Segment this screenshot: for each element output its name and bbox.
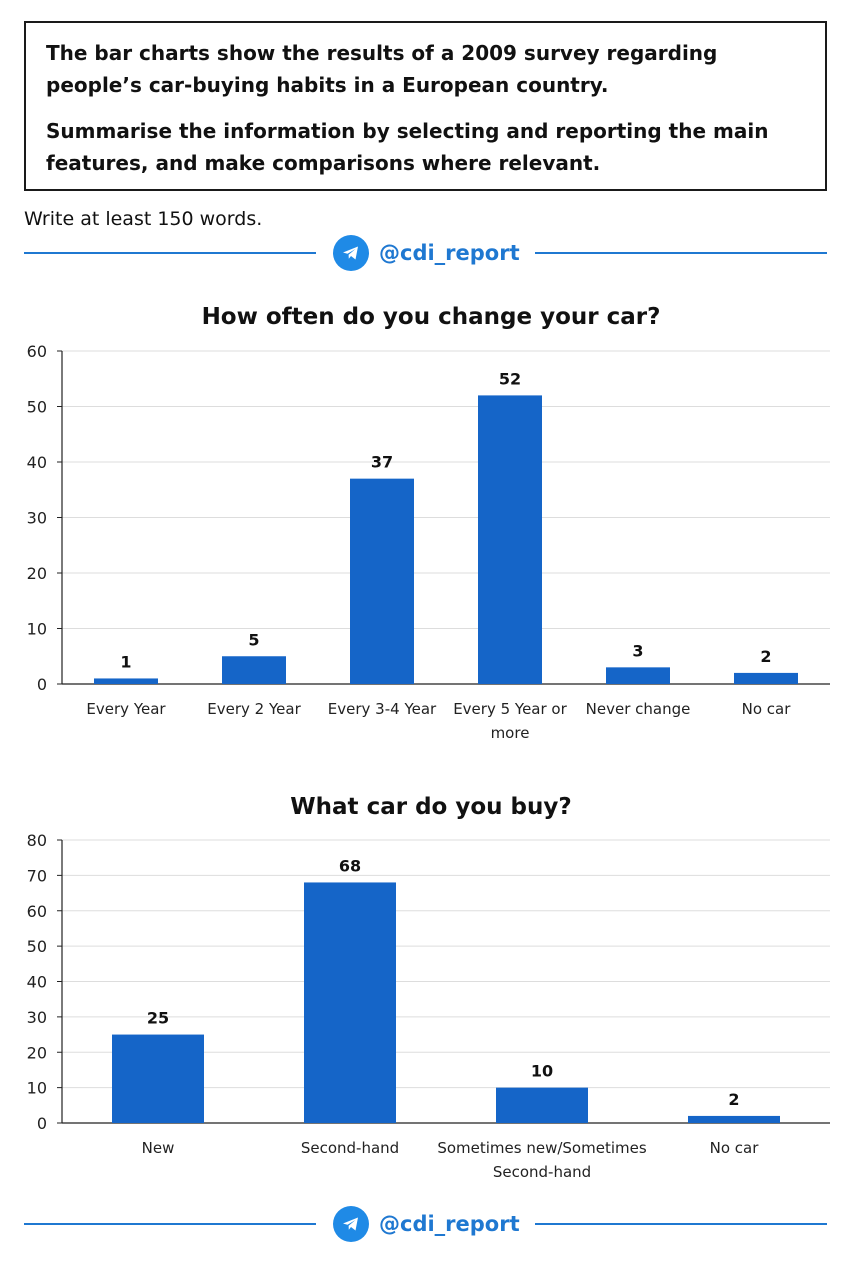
y-tick-label: 40 bbox=[27, 973, 47, 992]
y-tick-label: 80 bbox=[27, 831, 47, 850]
bar-value-label: 3 bbox=[632, 641, 643, 660]
bar-value-label: 10 bbox=[531, 1062, 553, 1081]
y-tick-label: 50 bbox=[27, 937, 47, 956]
bar bbox=[496, 1087, 588, 1123]
y-tick-label: 10 bbox=[27, 620, 47, 639]
x-tick-label: New bbox=[142, 1139, 175, 1157]
bar bbox=[112, 1034, 204, 1123]
bar bbox=[304, 882, 396, 1123]
bar bbox=[94, 678, 158, 684]
x-axis-labels: Every Year Every 2 Year Every 3-4 Year Ever… bbox=[86, 700, 791, 742]
y-tick-label: 70 bbox=[27, 866, 47, 885]
bar-value-label: 37 bbox=[371, 453, 393, 472]
bar-value-label: 52 bbox=[499, 369, 521, 388]
chart-title: How often do you change your car? bbox=[202, 304, 661, 330]
telegram-icon bbox=[333, 1206, 369, 1242]
word-count-instruction: Write at least 150 words. bbox=[24, 208, 263, 230]
y-axis-ticks: 0 10 20 30 40 50 60 bbox=[27, 342, 62, 694]
x-tick-label: Every 3-4 Year bbox=[328, 700, 437, 718]
bar-value-label: 68 bbox=[339, 856, 361, 875]
y-axis-ticks: 0 10 20 30 40 50 60 70 80 bbox=[27, 831, 62, 1133]
y-tick-label: 60 bbox=[27, 342, 47, 361]
x-tick-label: more bbox=[491, 724, 530, 742]
x-tick-label: Second-hand bbox=[493, 1163, 591, 1181]
telegram-icon bbox=[333, 235, 369, 271]
bar-value-label: 2 bbox=[760, 647, 771, 666]
bar bbox=[688, 1115, 780, 1123]
x-tick-label: Every 5 Year or bbox=[453, 700, 567, 718]
divider-line-left bbox=[24, 1223, 316, 1225]
bar bbox=[606, 667, 670, 684]
channel-handle: @cdi_report bbox=[379, 1212, 520, 1236]
chart-title: What car do you buy? bbox=[290, 794, 571, 820]
y-tick-label: 0 bbox=[37, 675, 47, 694]
x-tick-label: Second-hand bbox=[301, 1139, 399, 1157]
channel-badge[interactable]: @cdi_report bbox=[333, 235, 520, 271]
bars bbox=[94, 395, 798, 684]
y-tick-label: 40 bbox=[27, 453, 47, 472]
bar-chart-change-frequency: How often do you change your car? 0 10 20 3… bbox=[27, 304, 830, 742]
task-prompt-box: The bar charts show the results of a 200… bbox=[24, 21, 827, 191]
bar bbox=[478, 395, 542, 684]
x-tick-label: Every 2 Year bbox=[207, 700, 301, 718]
prompt-paragraph-2: Summarise the information by selecting a… bbox=[46, 119, 769, 175]
prompt-paragraph-1: The bar charts show the results of a 200… bbox=[46, 41, 718, 97]
divider-line-right bbox=[535, 252, 827, 254]
x-tick-label: Every Year bbox=[86, 700, 166, 718]
bar bbox=[222, 656, 286, 684]
x-tick-label: Never change bbox=[586, 700, 691, 718]
bar-value-label: 1 bbox=[120, 652, 131, 671]
data-labels: 1 5 37 52 3 2 bbox=[120, 369, 771, 671]
y-tick-label: 50 bbox=[27, 398, 47, 417]
x-tick-label: Sometimes new/Sometimes bbox=[437, 1139, 646, 1157]
x-tick-label: No car bbox=[742, 700, 792, 718]
channel-divider-top: @cdi_report bbox=[24, 233, 827, 273]
bar-value-label: 2 bbox=[728, 1090, 739, 1109]
y-tick-label: 0 bbox=[37, 1114, 47, 1133]
y-tick-label: 60 bbox=[27, 902, 47, 921]
channel-badge[interactable]: @cdi_report bbox=[333, 1206, 520, 1242]
bar bbox=[734, 672, 798, 684]
y-tick-label: 20 bbox=[27, 564, 47, 583]
channel-divider-bottom: @cdi_report bbox=[24, 1204, 827, 1244]
data-labels: 25 68 10 2 bbox=[147, 856, 740, 1108]
x-tick-label: No car bbox=[710, 1139, 760, 1157]
bars bbox=[112, 882, 780, 1123]
channel-handle: @cdi_report bbox=[379, 241, 520, 265]
bar-value-label: 5 bbox=[248, 630, 259, 649]
divider-line-right bbox=[535, 1223, 827, 1225]
bar bbox=[350, 478, 414, 684]
x-axis-labels: New Second-hand Sometimes new/Sometimes Sec… bbox=[142, 1139, 760, 1181]
bar-value-label: 25 bbox=[147, 1009, 169, 1028]
y-tick-label: 30 bbox=[27, 1008, 47, 1027]
y-tick-label: 30 bbox=[27, 509, 47, 528]
bar-chart-car-type: What car do you buy? 0 10 20 30 40 50 60 70 80 2… bbox=[27, 794, 830, 1181]
y-tick-label: 20 bbox=[27, 1043, 47, 1062]
divider-line-left bbox=[24, 252, 316, 254]
y-tick-label: 10 bbox=[27, 1079, 47, 1098]
gridlines bbox=[62, 350, 830, 629]
